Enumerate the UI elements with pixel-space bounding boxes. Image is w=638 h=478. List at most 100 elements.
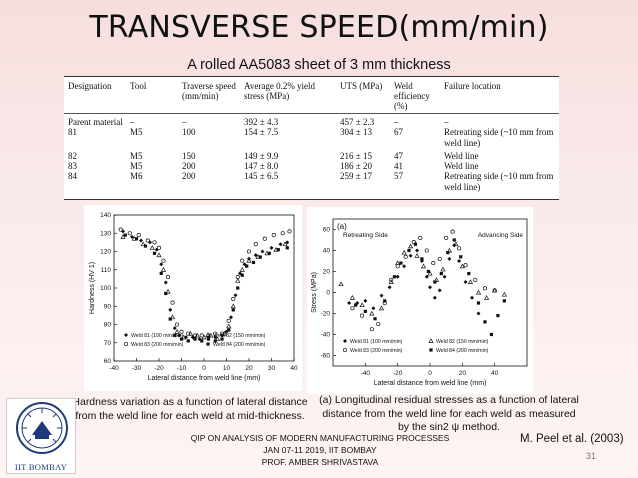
table-header: Tool bbox=[126, 77, 178, 114]
data-point-circle bbox=[389, 277, 394, 282]
data-point-diamond bbox=[224, 329, 229, 334]
data-point-square bbox=[433, 280, 437, 284]
data-point-circle bbox=[482, 286, 488, 291]
y-tick-label: 100 bbox=[100, 285, 111, 292]
data-point-diamond bbox=[379, 293, 384, 298]
chart-annotation: Advancing Side bbox=[478, 232, 524, 239]
data-point-diamond bbox=[130, 234, 134, 239]
data-point-square bbox=[476, 301, 481, 305]
data-point-square bbox=[373, 317, 377, 321]
table-cell: 392 ± 4.3 bbox=[244, 117, 279, 127]
data-point-square bbox=[399, 261, 403, 265]
data-series bbox=[338, 241, 507, 316]
chart-legend: Weld 81 (100 mm/min) Weld 82 (150 mm/min)… bbox=[123, 332, 266, 348]
stress-chart-svg: -40 -20 0 20 40 60 40 20 0 -20 -40 -60 Lateral dista… bbox=[311, 218, 528, 387]
data-point-triangle bbox=[230, 303, 236, 309]
table-cell: 149 ± 9.9 bbox=[244, 150, 279, 161]
table-header: Average 0.2% yield stress (MPa) bbox=[240, 77, 336, 114]
data-point-circle bbox=[450, 229, 455, 234]
data-point-square bbox=[459, 255, 463, 259]
data-point-triangle bbox=[205, 332, 211, 337]
data-point-diamond bbox=[424, 274, 429, 279]
data-point-circle bbox=[403, 254, 408, 259]
table-row: 84 M6 200 145 ± 6.5 259 ± 17 57 Retreati… bbox=[64, 171, 559, 192]
data-point-square bbox=[426, 269, 430, 274]
x-tick-label: -20 bbox=[154, 365, 164, 372]
data-point-diamond bbox=[285, 240, 290, 245]
data-point-triangle bbox=[395, 260, 401, 266]
data-point-triangle bbox=[475, 289, 482, 295]
data-series bbox=[350, 229, 497, 332]
data-point-square bbox=[439, 272, 443, 276]
data-point-square bbox=[240, 273, 244, 277]
table-cell: 457 ± 2.3 bbox=[340, 117, 375, 127]
data-point-triangle bbox=[239, 267, 245, 272]
table-cell: 81 bbox=[68, 127, 77, 138]
data-point-triangle bbox=[246, 257, 252, 263]
data-point-circle bbox=[186, 331, 191, 336]
table-cell: – bbox=[130, 117, 135, 127]
data-point-triangle bbox=[169, 314, 176, 320]
stress-caption: (a) Longitudinal residual stresses as a … bbox=[319, 394, 579, 433]
data-point-triangle bbox=[187, 330, 194, 336]
results-table-grid: Designation Tool Traverse speed (mm/min)… bbox=[64, 77, 559, 192]
table-row: 82 M5 150 149 ± 9.9 216 ± 15 47 Weld lin… bbox=[64, 148, 559, 161]
data-point-square bbox=[134, 237, 139, 241]
table-cell: Retreating side (~10 mm from weld line) bbox=[444, 127, 554, 148]
x-tick-label: -40 bbox=[109, 365, 119, 372]
table-cell: – bbox=[182, 117, 187, 127]
data-point-triangle bbox=[194, 332, 200, 338]
x-tick-label: 0 bbox=[202, 365, 206, 372]
data-point-circle bbox=[463, 263, 468, 268]
data-point-diamond bbox=[408, 253, 413, 258]
data-point-square bbox=[483, 320, 487, 324]
data-point-diamond bbox=[159, 262, 164, 267]
data-point-square bbox=[489, 332, 494, 337]
data-point-diamond bbox=[213, 335, 218, 340]
y-tick-label: 80 bbox=[104, 322, 112, 329]
data-point-square bbox=[467, 272, 471, 276]
data-point-triangle bbox=[120, 234, 126, 239]
data-series bbox=[347, 243, 481, 316]
legend-entry: Weld 84 (200 mm/min) bbox=[436, 348, 489, 354]
data-point-triangle bbox=[174, 329, 180, 334]
data-point-triangle bbox=[156, 252, 162, 258]
data-point-circle bbox=[165, 275, 171, 280]
hardness-caption: Hardness variation as a function of late… bbox=[72, 396, 308, 422]
y-tick-label: 20 bbox=[323, 269, 331, 276]
data-point-circle bbox=[342, 347, 348, 353]
data-point-square bbox=[152, 251, 157, 255]
data-series bbox=[118, 227, 292, 338]
table-cell: 47 bbox=[394, 150, 403, 161]
data-point-triangle bbox=[160, 267, 167, 272]
data-point-circle bbox=[174, 322, 180, 327]
table-cell: 150 bbox=[182, 150, 196, 161]
data-point-triangle bbox=[408, 243, 414, 249]
data-point-square bbox=[496, 314, 500, 318]
data-point-diamond bbox=[402, 264, 407, 269]
data-series bbox=[354, 238, 506, 337]
x-tick-label: 20 bbox=[245, 365, 253, 372]
table-header: Weld efficiency (%) bbox=[390, 77, 440, 114]
x-tick-label: 40 bbox=[290, 365, 298, 372]
data-point-circle bbox=[199, 333, 204, 338]
y-tick-label: -60 bbox=[321, 353, 331, 360]
data-point-triangle bbox=[349, 295, 355, 300]
legend-entry: Weld 81 (100 mm/min) bbox=[131, 333, 184, 339]
data-point-triangle bbox=[201, 334, 207, 340]
data-point-triangle bbox=[221, 330, 227, 336]
table-cell: 82 bbox=[68, 150, 77, 161]
data-point-circle bbox=[192, 333, 198, 338]
table-cell: 186 ± 20 bbox=[340, 161, 372, 172]
data-point-circle bbox=[262, 236, 267, 241]
data-point-square bbox=[407, 248, 411, 253]
data-point-triangle bbox=[501, 291, 507, 297]
data-point-diamond bbox=[428, 285, 432, 290]
x-tick-label: -40 bbox=[361, 370, 371, 377]
data-point-circle bbox=[360, 313, 365, 318]
data-point-diamond bbox=[432, 295, 437, 300]
table-cell: 57 bbox=[394, 171, 403, 182]
data-point-circle bbox=[457, 246, 462, 251]
table-cell: 41 bbox=[394, 161, 403, 172]
data-point-triangle bbox=[181, 334, 187, 340]
